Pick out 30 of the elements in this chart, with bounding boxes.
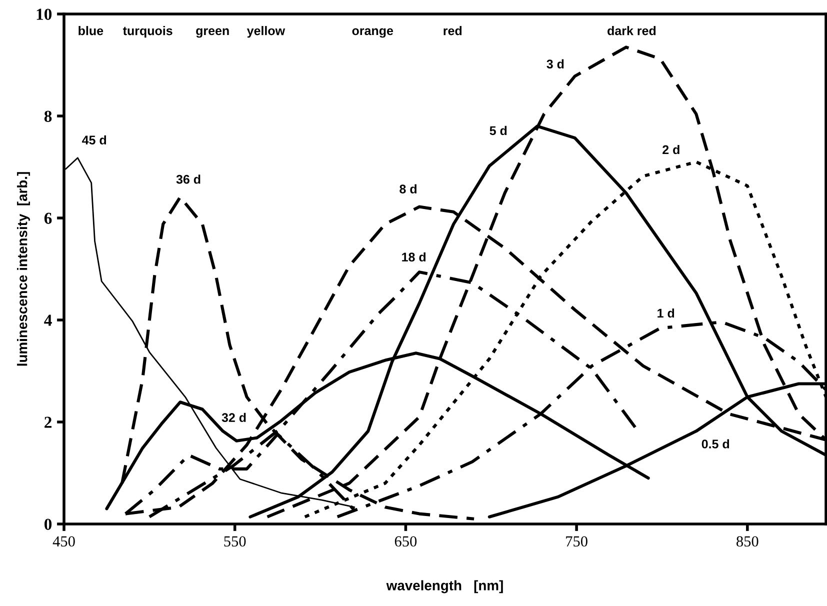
annotation: turquois [122, 26, 172, 38]
x-axis-title: wavelength [nm] [386, 580, 503, 594]
y-tick-label: 6 [44, 212, 52, 224]
y-tick-label: 2 [44, 416, 52, 428]
y-tick-label: 4 [44, 314, 52, 326]
series-label: 5 d [490, 126, 507, 136]
annotation: red [444, 26, 462, 36]
series-label: 32 d [222, 412, 246, 422]
series-label: 2 d [662, 144, 680, 154]
x-tick-label: 750 [566, 536, 588, 547]
annotation: green [196, 28, 229, 38]
x-tick-label: 650 [394, 536, 417, 547]
series-label: 1 d [658, 308, 674, 318]
annotation: yellow [246, 26, 286, 38]
annotation: blue [78, 26, 104, 36]
y-axis-title: luminescence intensity [arb.] [17, 172, 30, 366]
x-tick-label: 550 [224, 536, 246, 547]
series-label: 0.5 d [702, 439, 730, 448]
series-label: 3 d [546, 59, 564, 68]
series-label: 45 d [82, 135, 106, 145]
x-tick-label: 450 [52, 536, 75, 547]
annotation: orange [352, 28, 394, 38]
y-tick-label: 10 [36, 8, 52, 20]
annotation: dark red [608, 26, 656, 36]
y-tick-label: 8 [44, 110, 52, 122]
y-tick-label: 0 [44, 518, 52, 530]
series-label: 18 d [402, 252, 426, 262]
series-label: 8 d [400, 184, 416, 194]
series-label: 36 d [176, 174, 200, 184]
x-tick-label: 850 [736, 536, 758, 547]
